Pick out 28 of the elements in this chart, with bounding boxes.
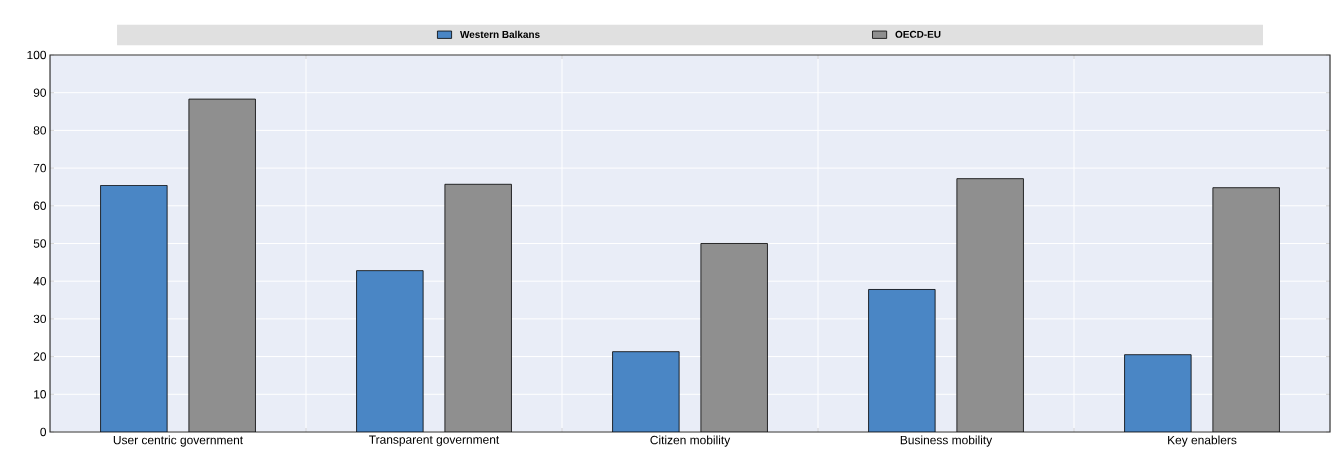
- x-tick-label: Transparent government: [369, 435, 500, 447]
- bar: [444, 183, 512, 432]
- bar: [356, 270, 424, 432]
- x-tick-label: Citizen mobility: [650, 435, 731, 447]
- bar: [612, 351, 680, 432]
- bar: [1124, 354, 1192, 432]
- legend-label: Western Balkans: [460, 30, 540, 38]
- bar: [700, 243, 768, 432]
- bar: [1212, 187, 1280, 432]
- y-tick-label: 80: [33, 126, 47, 135]
- x-tick-label: Key enablers: [1168, 435, 1237, 447]
- y-tick-label: 90: [33, 88, 47, 97]
- y-tick-label: 10: [34, 390, 47, 399]
- bar: [100, 185, 168, 432]
- y-tick-label: 100: [27, 50, 47, 60]
- y-tick-label: 60: [33, 201, 47, 211]
- y-tick-label: 20: [33, 352, 47, 361]
- x-tick-label: User centric government: [113, 435, 244, 447]
- bar: [868, 289, 936, 432]
- x-tick-label: Business mobility: [900, 435, 993, 447]
- bar: [188, 98, 256, 432]
- y-tick-label: 40: [33, 276, 47, 286]
- y-tick-label: 50: [33, 239, 47, 248]
- y-tick-label: 0: [40, 427, 47, 437]
- y-tick-label: 30: [33, 314, 47, 324]
- y-tick-label: 70: [33, 163, 47, 173]
- bar: [956, 178, 1024, 432]
- legend-label: OECD-EU: [895, 30, 941, 38]
